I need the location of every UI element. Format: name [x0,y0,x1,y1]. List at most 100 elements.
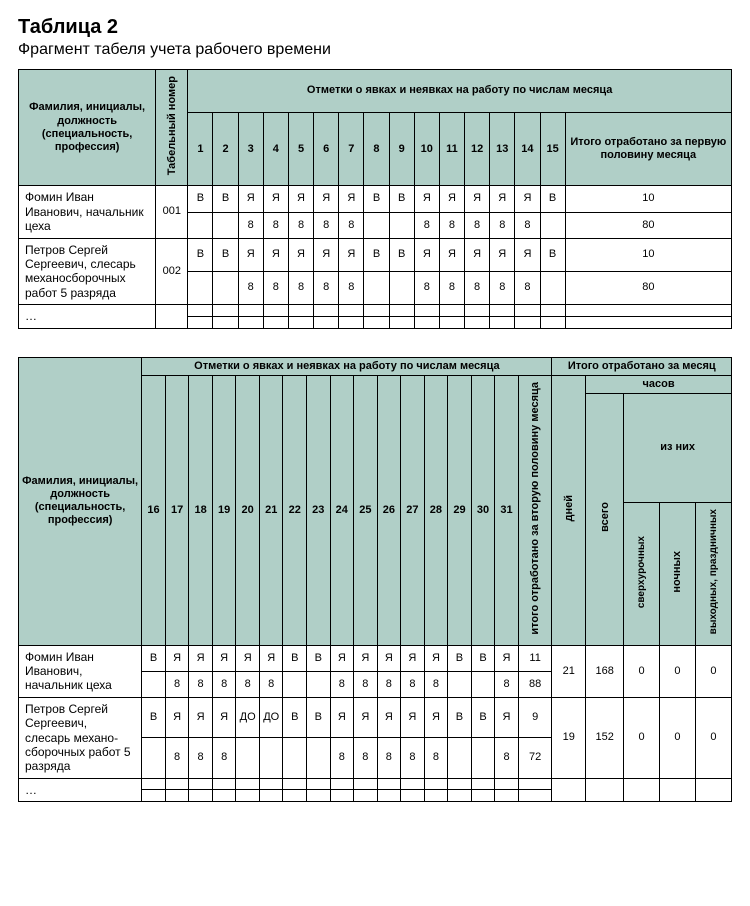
day-1: 1 [188,112,213,186]
attendance-code: Я [424,697,448,737]
attendance-hours: 8 [515,212,540,238]
attendance-hours: 8 [439,212,464,238]
attendance-code: Я [339,186,364,212]
attendance-hours [364,212,389,238]
day-30: 30 [471,375,495,645]
employee-number: 002 [156,238,188,305]
attendance-code [401,778,425,790]
attendance-code: Я [238,238,263,271]
attendance-hours [339,316,364,328]
employee-number [156,305,188,328]
employee-number: 001 [156,186,188,238]
attendance-code: В [471,645,495,671]
attendance-hours [364,271,389,304]
month-days: 19 [552,697,586,778]
attendance-hours: 8 [354,671,378,697]
total-days-half1: 10 [565,186,731,212]
attendance-hours [213,316,238,328]
attendance-hours: 8 [439,271,464,304]
attendance-code [213,305,238,317]
attendance-code [142,778,166,790]
attendance-hours: 8 [330,671,354,697]
day-13: 13 [490,112,515,186]
attendance-code: Я [495,697,519,737]
month-hours-total: 152 [586,697,624,778]
attendance-code: Я [314,186,339,212]
attendance-hours [540,316,565,328]
day-14: 14 [515,112,540,186]
day-16: 16 [142,375,166,645]
attendance-hours: 8 [495,738,519,778]
attendance-code [515,305,540,317]
attendance-code [263,305,288,317]
month-overtime [624,778,660,801]
attendance-hours [263,316,288,328]
attendance-hours: 8 [238,271,263,304]
attendance-code: Я [490,238,515,271]
attendance-hours [307,790,331,802]
day-22: 22 [283,375,307,645]
day-11: 11 [439,112,464,186]
attendance-code: Я [424,645,448,671]
attendance-hours [307,671,331,697]
attendance-code: В [471,697,495,737]
attendance-code: Я [330,645,354,671]
attendance-hours [540,271,565,304]
attendance-hours [314,316,339,328]
attendance-code [495,778,519,790]
attendance-code: В [307,697,331,737]
attendance-hours: 8 [490,271,515,304]
col-of-them: из них [624,393,732,502]
month-night [660,778,696,801]
attendance-code: Я [377,697,401,737]
day-10: 10 [414,112,439,186]
col-holiday: выходных, праздничных [695,503,731,646]
attendance-hours [354,790,378,802]
attendance-code: В [213,238,238,271]
attendance-hours: 8 [490,212,515,238]
attendance-code [439,305,464,317]
attendance-hours: 8 [288,271,313,304]
attendance-hours: 8 [465,212,490,238]
half2-days: 11 [518,645,552,671]
col-month-total: Итого отработано за месяц [552,357,732,375]
attendance-code: Я [212,645,236,671]
attendance-hours [465,316,490,328]
day-5: 5 [288,112,313,186]
employee-name: Петров Сергей Сергеевич, слесарь механо­… [19,238,156,305]
attendance-code: Я [314,238,339,271]
table-subtitle: Фрагмент табеля учета рабочего времени [18,41,732,59]
attendance-code: В [389,186,414,212]
attendance-code [465,305,490,317]
attendance-code: Я [465,186,490,212]
day-6: 6 [314,112,339,186]
month-overtime: 0 [624,645,660,697]
attendance-code: В [283,645,307,671]
attendance-code: Я [495,645,519,671]
attendance-code: Я [259,645,283,671]
attendance-hours: 8 [165,738,189,778]
attendance-code: В [307,645,331,671]
day-7: 7 [339,112,364,186]
attendance-code [236,778,260,790]
half2-days [518,778,552,790]
attendance-hours: 8 [238,212,263,238]
attendance-hours: 8 [401,738,425,778]
attendance-hours [142,790,166,802]
attendance-code: В [283,697,307,737]
total-days-half1 [565,305,731,317]
attendance-hours: 8 [263,271,288,304]
attendance-code: Я [515,238,540,271]
attendance-hours [188,212,213,238]
attendance-code: Я [515,186,540,212]
employee-name: … [19,305,156,328]
attendance-hours [288,316,313,328]
attendance-code: В [540,238,565,271]
col-days: дней [552,375,586,645]
attendance-hours [490,316,515,328]
day-28: 28 [424,375,448,645]
attendance-hours [330,790,354,802]
attendance-code: Я [377,645,401,671]
total-hours-half1 [565,316,731,328]
attendance-hours: 8 [314,271,339,304]
